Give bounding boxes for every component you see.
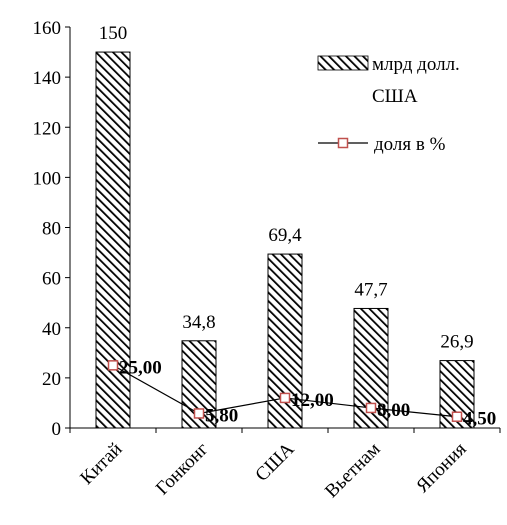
bar-data-label: 47,7 <box>354 279 387 300</box>
line-data-label: 8,00 <box>377 400 410 421</box>
bar-series <box>95 51 475 429</box>
y-tick-label: 120 <box>33 118 62 139</box>
legend-bar-swatch <box>317 55 369 71</box>
y-tick-label: 40 <box>42 319 61 340</box>
bar-data-label: 150 <box>99 23 128 44</box>
line-point-marker <box>279 392 291 404</box>
y-axis: 0 20 40 60 80 100 120 140 160 <box>33 18 71 440</box>
legend-bar-label-line2: США <box>372 86 418 107</box>
line-data-label: 5,80 <box>205 405 238 426</box>
y-tick-label: 100 <box>33 168 62 189</box>
legend: млрд долл. США доля в % <box>317 54 460 155</box>
x-axis: Китай Гонконг США Вьетнам Япония <box>69 427 501 502</box>
legend-bar-label-line1: млрд долл. <box>372 54 460 75</box>
bar-data-labels: 150 34,8 69,4 47,7 26,9 <box>99 23 474 353</box>
line-data-label: 12,00 <box>291 390 334 411</box>
line-point-marker <box>193 408 205 419</box>
bar-data-label: 69,4 <box>268 225 302 246</box>
bar-data-label: 34,8 <box>182 312 215 333</box>
x-tick-label: Гонконг <box>152 439 213 500</box>
legend-line-marker <box>337 137 349 149</box>
bar <box>353 307 389 429</box>
line-data-label: 4,50 <box>463 409 496 430</box>
x-tick-label: Япония <box>412 439 470 497</box>
y-tick-label: 0 <box>52 419 62 440</box>
line-series <box>107 360 463 422</box>
legend-line-label: доля в % <box>374 134 446 155</box>
line-data-label: 25,00 <box>119 357 162 378</box>
y-tick-label: 60 <box>42 269 61 290</box>
y-tick-label: 20 <box>42 369 61 390</box>
line-point-marker <box>107 360 119 371</box>
line-data-labels: 25,00 5,80 12,00 8,00 4,50 <box>119 357 496 429</box>
y-tick-label: 80 <box>42 219 61 240</box>
x-tick-label: Вьетнам <box>321 439 384 502</box>
y-tick-label: 160 <box>33 18 62 39</box>
bar-data-label: 26,9 <box>440 332 473 353</box>
x-tick-label: США <box>251 438 298 485</box>
line-point-marker <box>365 402 377 414</box>
y-tick-label: 140 <box>33 68 62 89</box>
x-tick-label: Китай <box>76 439 126 489</box>
line-point-marker <box>451 411 463 422</box>
